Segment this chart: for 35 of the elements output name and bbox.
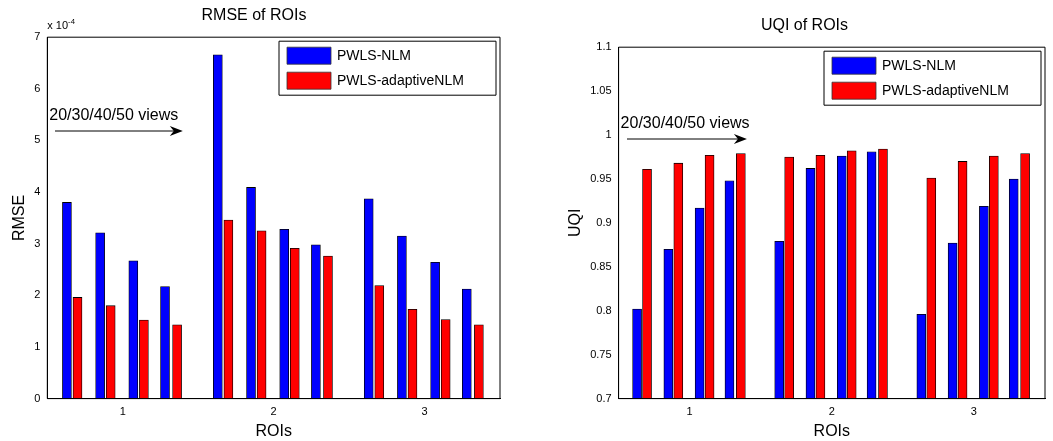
y-tick-label: 0.95 — [590, 172, 612, 185]
x-axis-title: ROIs — [255, 421, 292, 439]
y-tick-label: 0.9 — [596, 215, 612, 228]
legend-label: PWLS-NLM — [882, 57, 956, 74]
legend-label: PWLS-adaptiveNLM — [337, 72, 464, 89]
y-tick-label: 0.7 — [596, 391, 612, 404]
x-tick-label: 1 — [686, 405, 693, 418]
y-tick-label: 0 — [34, 391, 41, 404]
y-tick-label: 5 — [34, 133, 41, 146]
y-tick-label: 6 — [34, 81, 41, 94]
y-tick-label: 4 — [34, 185, 41, 198]
legend-label: PWLS-adaptiveNLM — [882, 82, 1009, 99]
y-tick-label: 1 — [605, 128, 612, 141]
y-tick-label: 0.85 — [590, 259, 612, 272]
x-tick-label: 2 — [270, 405, 277, 418]
x-tick-label: 3 — [421, 405, 428, 418]
y-tick-label: 3 — [34, 236, 41, 249]
x-tick-label: 1 — [119, 405, 126, 418]
y-tick-label: 7 — [34, 30, 41, 43]
x-axis-title: ROIs — [813, 421, 851, 439]
y-tick-label: 0.75 — [590, 347, 612, 360]
y-tick-label: 1.1 — [596, 40, 612, 53]
y-tick-label: 0.8 — [596, 303, 612, 316]
legend-label: PWLS-NLM — [337, 47, 411, 64]
x-tick-label: 3 — [970, 405, 977, 418]
x-tick-label: 2 — [828, 405, 835, 418]
y-tick-label: 1 — [34, 340, 41, 352]
annotation: 20/30/40/50 views — [620, 114, 750, 132]
y-tick-label: 1.05 — [590, 84, 612, 97]
y-tick-label: 2 — [34, 288, 41, 301]
annotation: 20/30/40/50 views — [49, 106, 179, 124]
y-axis-title: UQI — [566, 208, 584, 238]
chart-title: RMSE of ROIs — [201, 6, 307, 24]
y-axis-title: RMSE — [10, 194, 28, 242]
chart-title: UQI of ROIs — [760, 16, 849, 34]
